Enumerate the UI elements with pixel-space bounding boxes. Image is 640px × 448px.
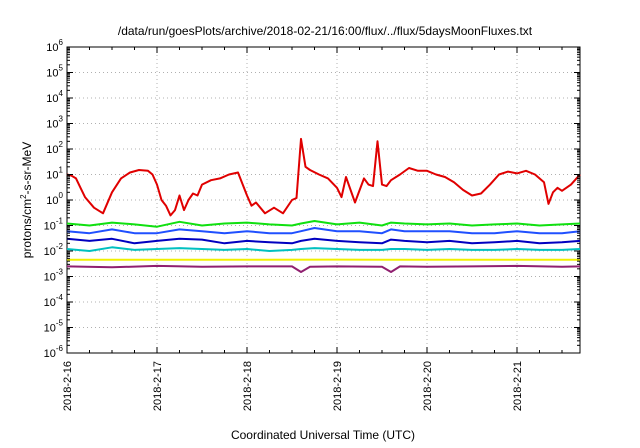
x-tick-label: 2018-2-20 bbox=[422, 361, 434, 411]
x-tick-label: 2018-2-19 bbox=[332, 361, 344, 411]
y-tick-label: 105 bbox=[46, 64, 63, 80]
x-tick-label: 2018-2-18 bbox=[242, 361, 254, 411]
series-line bbox=[66, 220, 581, 228]
y-tick-label: 10-3 bbox=[44, 268, 64, 284]
y-tick-label: 10-1 bbox=[44, 217, 64, 233]
series-line bbox=[66, 264, 581, 273]
x-tick-label: 2018-2-16 bbox=[62, 361, 74, 411]
y-tick-label: 103 bbox=[46, 115, 63, 131]
x-axis-ticks: 2018-2-16 2018-2-17 2018-2-18 2018-2-19 2018… bbox=[62, 47, 563, 411]
y-tick-label: 101 bbox=[46, 166, 63, 182]
y-tick-label: 10-4 bbox=[44, 293, 64, 309]
y-tick-label: 10-6 bbox=[44, 344, 64, 360]
x-tick-label: 2018-2-17 bbox=[152, 361, 164, 411]
y-tick-label: 10-2 bbox=[44, 242, 64, 258]
y-axis-label: protons/cm2-s-sr-MeV bbox=[19, 142, 34, 258]
series-lines bbox=[66, 137, 581, 273]
y-axis-ticks: 10-6 10-5 10-4 10-3 10-2 10-1 100 101 102 103 104 1… bbox=[44, 38, 580, 360]
series-line bbox=[66, 246, 581, 252]
y-tick-label: 104 bbox=[46, 89, 63, 105]
y-tick-label: 100 bbox=[46, 191, 63, 207]
y-tick-label: 10-5 bbox=[44, 319, 64, 335]
grid-lines bbox=[67, 47, 580, 353]
series-line bbox=[66, 227, 581, 235]
chart-title: /data/run/goesPlots/archive/2018-02-21/1… bbox=[118, 24, 533, 38]
series-line bbox=[66, 237, 581, 245]
series-line bbox=[66, 137, 581, 217]
x-axis-label: Coordinated Universal Time (UTC) bbox=[231, 428, 415, 442]
y-tick-label: 106 bbox=[46, 38, 63, 54]
x-tick-label: 2018-2-21 bbox=[512, 361, 524, 411]
y-tick-label: 102 bbox=[46, 140, 63, 156]
